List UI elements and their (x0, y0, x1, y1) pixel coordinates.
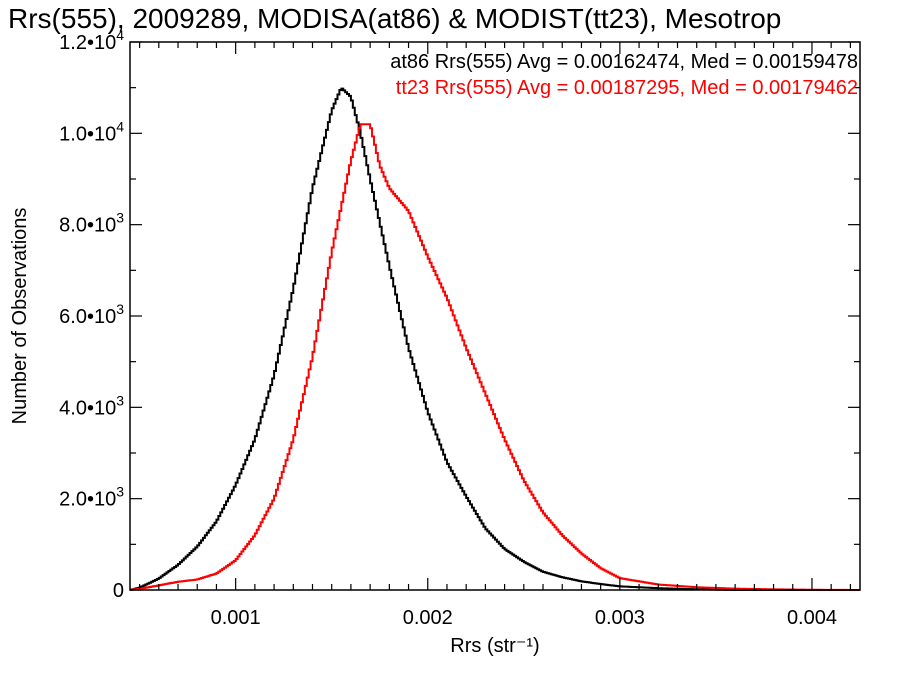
series-at86-line (130, 87, 860, 591)
x-tick-label: 0.004 (787, 607, 837, 629)
legend: at86 Rrs(555) Avg = 0.00162474, Med = 0.… (390, 51, 858, 99)
legend-entry-at86: at86 Rrs(555) Avg = 0.00162474, Med = 0.… (390, 51, 858, 73)
y-tick-label: 1.2•104 (59, 27, 124, 54)
y-tick-label: 8.0•103 (59, 210, 124, 237)
x-tick-label: 0.001 (211, 607, 261, 629)
y-tick-label: 6.0•103 (59, 301, 124, 328)
legend-entry-tt23: tt23 Rrs(555) Avg = 0.00187295, Med = 0.… (396, 77, 858, 99)
y-axis-label: Number of Observations (9, 208, 31, 425)
y-axis: 0 2.0•103 4.0•103 6.0•103 8.0•103 1.0•104 1.2•… (59, 27, 860, 602)
chart-title: Rrs(555), 2009289, MODISA(at86) & MODIST… (8, 3, 781, 34)
series-tt23-line (130, 123, 860, 591)
x-tick-label: 0.002 (403, 607, 453, 629)
series-layer (130, 87, 860, 591)
x-axis-label: Rrs (str⁻¹) (450, 635, 539, 657)
y-tick-label: 4.0•103 (59, 392, 124, 419)
y-tick-label: 1.0•104 (59, 118, 124, 145)
y-tick-label: 2.0•103 (59, 484, 124, 511)
y-tick-label: 0 (113, 580, 124, 602)
x-tick-label: 0.003 (595, 607, 645, 629)
x-axis: 0.001 0.002 0.003 0.004 (139, 42, 851, 629)
